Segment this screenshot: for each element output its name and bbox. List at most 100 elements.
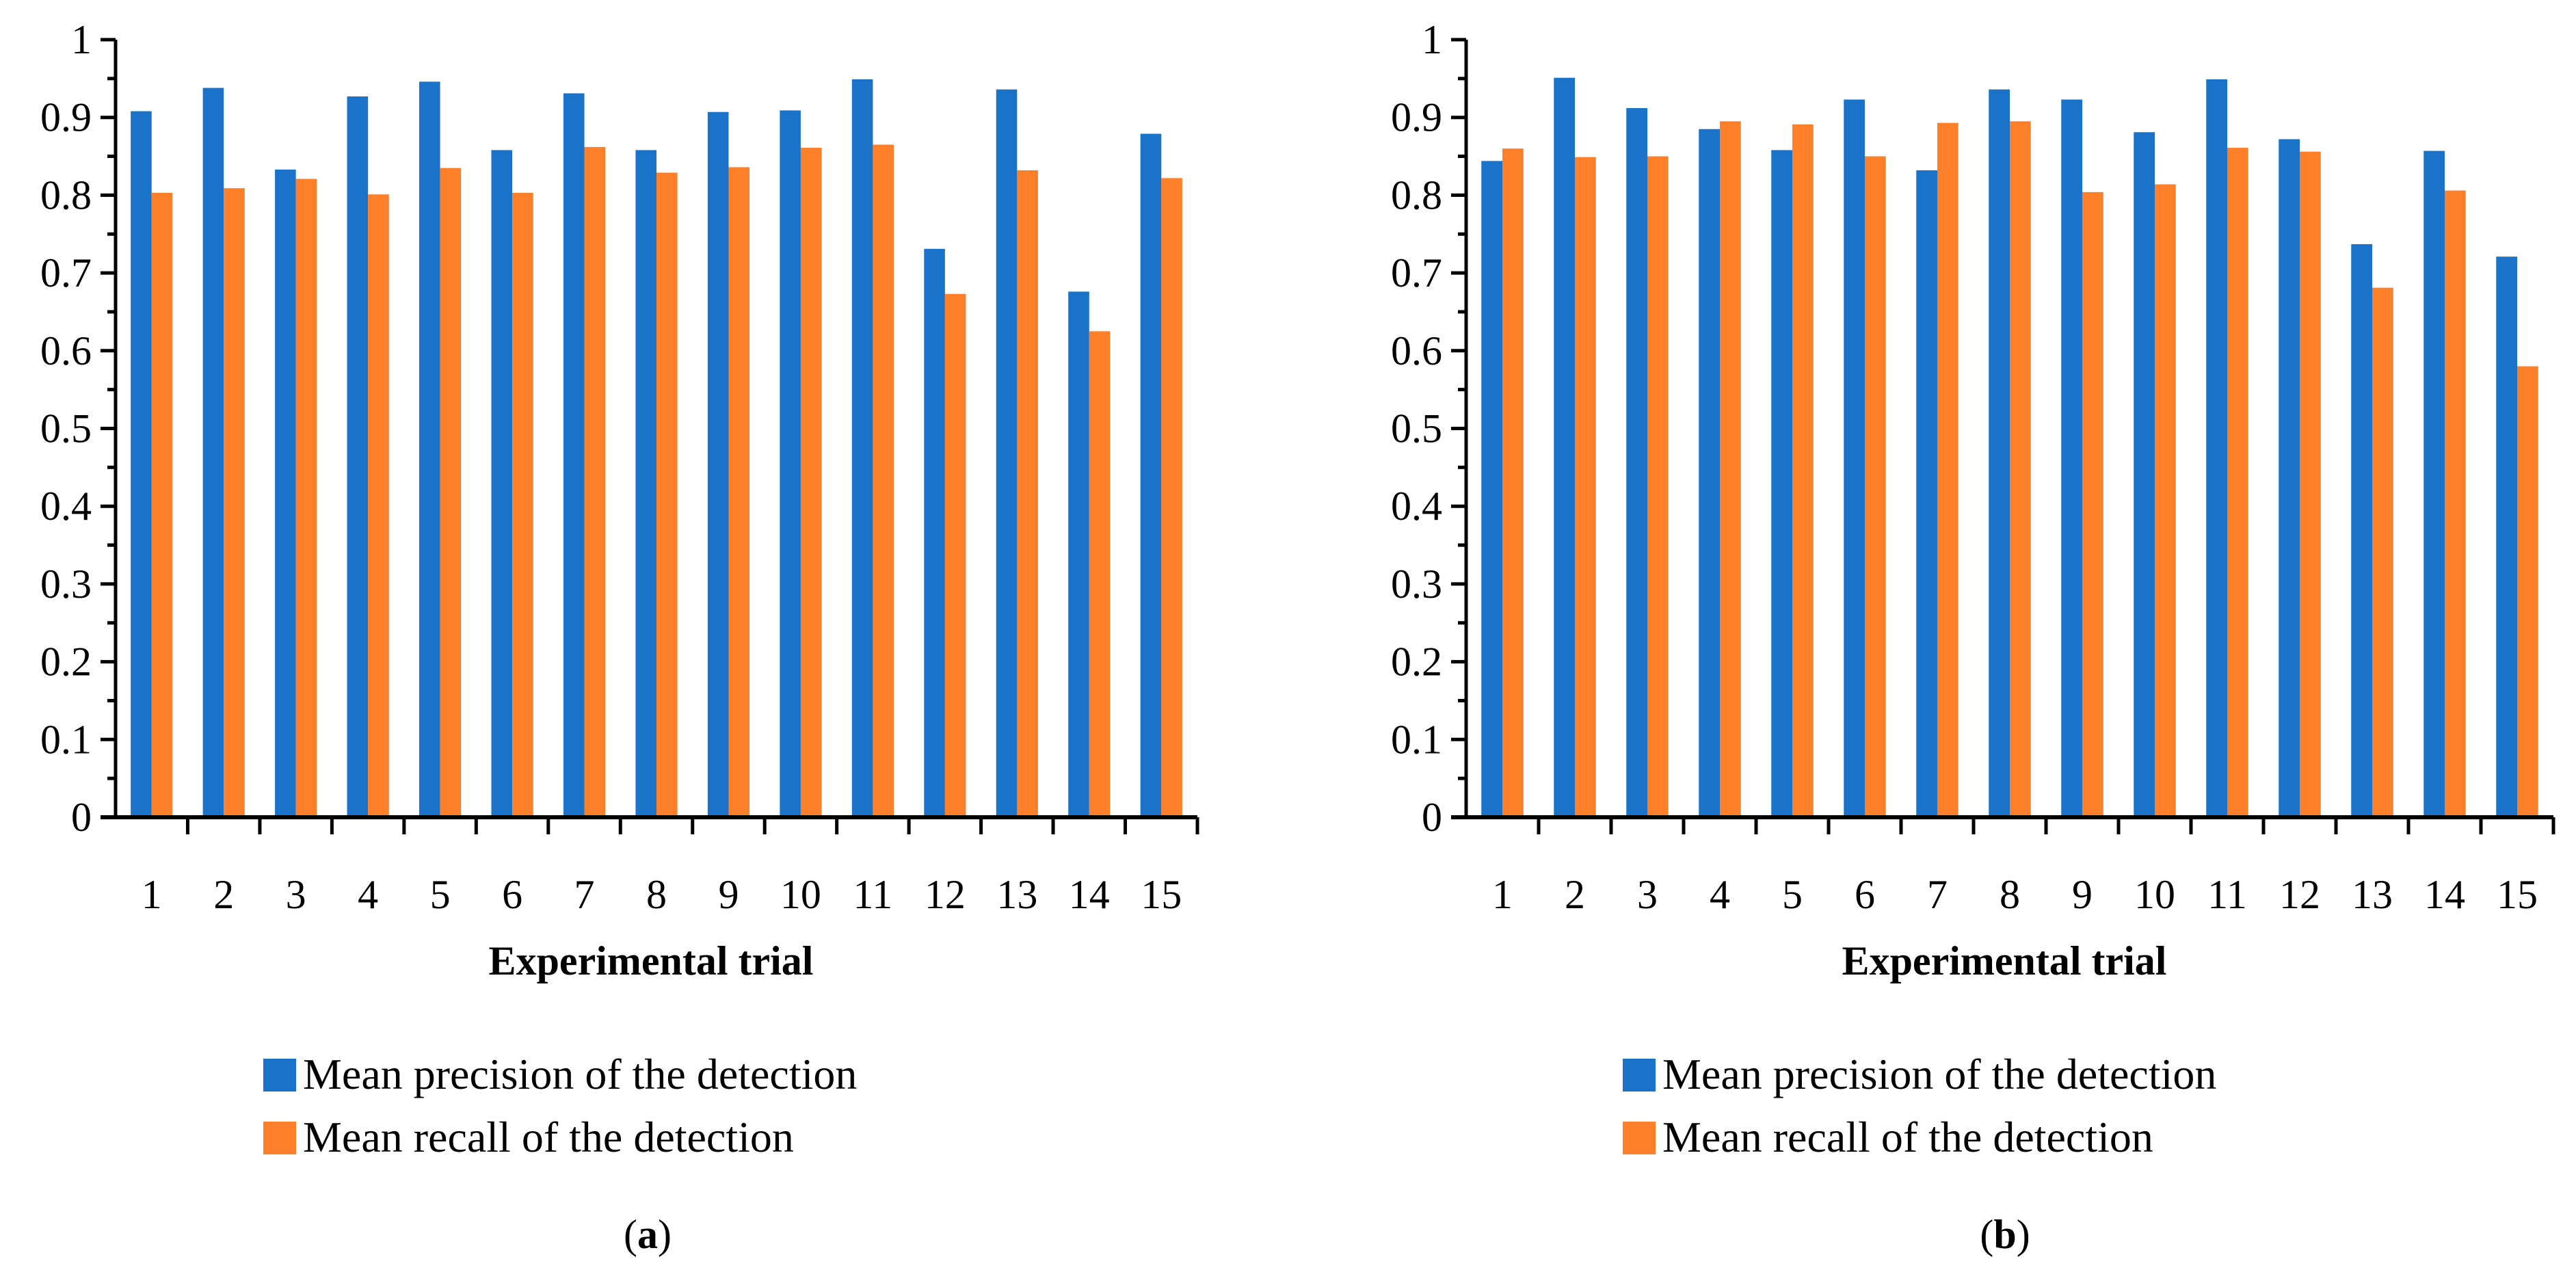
x-tick-label: 9 bbox=[2072, 872, 2093, 917]
legend-label: Mean precision of the detection bbox=[303, 1050, 857, 1098]
bar-precision bbox=[851, 79, 873, 817]
x-tick-label: 6 bbox=[1855, 872, 1875, 917]
bar-precision bbox=[1916, 170, 1937, 818]
caption-letter: a bbox=[637, 1212, 658, 1257]
bar-precision bbox=[2134, 132, 2155, 818]
bar-precision bbox=[707, 111, 729, 818]
caption-letter: b bbox=[1993, 1212, 2016, 1257]
bar-recall bbox=[944, 293, 966, 817]
bar-precision bbox=[635, 150, 656, 818]
y-tick-label: 0.1 bbox=[1391, 717, 1442, 762]
bar-recall bbox=[368, 194, 389, 817]
x-tick-label: 8 bbox=[646, 872, 667, 917]
legend-swatch-recall bbox=[263, 1122, 296, 1154]
x-tick-label: 3 bbox=[286, 872, 306, 917]
bar-recall bbox=[2155, 184, 2176, 817]
legend: Mean precision of the detection Mean reca… bbox=[1623, 1050, 2216, 1161]
chart-a: 00.10.20.30.40.50.60.70.80.911 2 3 4 5 6 7 8 9 10… bbox=[40, 17, 1199, 1257]
bar-recall bbox=[873, 144, 894, 817]
y-tick-label: 0.7 bbox=[1391, 250, 1442, 295]
y-tick-label: 0.1 bbox=[40, 717, 92, 762]
bar-recall bbox=[2517, 366, 2538, 817]
bar-recall bbox=[1161, 178, 1182, 817]
bar-precision bbox=[491, 150, 513, 818]
subfigure-caption: (a) bbox=[624, 1212, 672, 1257]
y-tick-label: 0.8 bbox=[40, 172, 92, 217]
legend-label: Mean precision of the detection bbox=[1662, 1050, 2216, 1098]
x-tick-label: 15 bbox=[2497, 872, 2538, 917]
bar-precision bbox=[131, 111, 152, 817]
bar-precision bbox=[780, 110, 801, 817]
legend-label: Mean recall of the detection bbox=[303, 1113, 794, 1161]
bar-recall bbox=[2010, 121, 2031, 817]
bar-precision bbox=[419, 81, 440, 818]
bar-recall bbox=[295, 178, 317, 817]
x-tick-label: 5 bbox=[1782, 872, 1803, 917]
y-tick-label: 0.4 bbox=[40, 484, 92, 529]
y-tick-label: 0.4 bbox=[1391, 484, 1442, 529]
bar-precision bbox=[1068, 291, 1089, 817]
legend-swatch-precision bbox=[1623, 1059, 1656, 1092]
bar-precision bbox=[924, 248, 945, 817]
x-tick-label: 8 bbox=[2000, 872, 2020, 917]
bar-recall bbox=[440, 168, 462, 818]
bar-precision bbox=[2061, 99, 2082, 818]
bar-recall bbox=[1017, 170, 1038, 818]
bar-precision bbox=[1554, 77, 1575, 817]
bar-recall bbox=[2082, 191, 2103, 817]
bar-precision bbox=[2206, 79, 2227, 817]
bar-precision bbox=[1481, 161, 1502, 817]
y-tick-label: 0 bbox=[71, 795, 92, 840]
bar-precision bbox=[1699, 129, 1720, 817]
bar-recall bbox=[1720, 121, 1741, 817]
bar-recall bbox=[1792, 124, 1814, 818]
bar-recall bbox=[728, 167, 750, 817]
bar-precision bbox=[1844, 99, 1865, 818]
x-tick-label: 12 bbox=[925, 872, 966, 917]
bar-recall bbox=[584, 146, 606, 817]
caption-paren: ( bbox=[1980, 1212, 1993, 1257]
bar-precision bbox=[275, 169, 296, 817]
x-tick-label: 14 bbox=[1069, 872, 1110, 917]
x-tick-label: 10 bbox=[2134, 872, 2175, 917]
caption-paren: ) bbox=[658, 1212, 672, 1257]
x-tick-label: 12 bbox=[2279, 872, 2320, 917]
x-tick-label: 10 bbox=[780, 872, 821, 917]
x-tick-label: 2 bbox=[213, 872, 234, 917]
x-tick-label: 4 bbox=[358, 872, 378, 917]
y-tick-label: 1 bbox=[71, 17, 92, 62]
caption-paren: ( bbox=[624, 1212, 637, 1257]
y-tick-label: 0.2 bbox=[1391, 639, 1442, 685]
bar-precision bbox=[1771, 150, 1792, 818]
y-tick-label: 1 bbox=[1422, 17, 1442, 62]
bar-precision bbox=[347, 96, 369, 818]
legend-label: Mean recall of the detection bbox=[1662, 1113, 2153, 1161]
bar-recall bbox=[512, 192, 533, 817]
x-tick-label: 11 bbox=[853, 872, 893, 917]
subfigure-caption: (b) bbox=[1980, 1212, 2030, 1257]
y-tick-label: 0.8 bbox=[1391, 172, 1442, 217]
bar-recall bbox=[1575, 157, 1596, 817]
y-tick-label: 0.6 bbox=[40, 328, 92, 373]
bar-recall bbox=[224, 188, 245, 817]
x-tick-label: 1 bbox=[1492, 872, 1513, 917]
y-tick-label: 0.3 bbox=[1391, 561, 1442, 607]
y-tick-label: 0.5 bbox=[40, 406, 92, 451]
bar-precision bbox=[2351, 244, 2372, 817]
y-tick-label: 0.5 bbox=[1391, 406, 1442, 451]
bar-precision bbox=[2496, 256, 2517, 817]
x-tick-label: 1 bbox=[142, 872, 162, 917]
legend: Mean precision of the detection Mean reca… bbox=[263, 1050, 857, 1161]
y-tick-label: 0.7 bbox=[40, 250, 92, 295]
bar-recall bbox=[800, 148, 822, 818]
x-axis-title: Experimental trial bbox=[489, 938, 814, 983]
x-tick-label: 7 bbox=[1927, 872, 1948, 917]
y-tick-label: 0 bbox=[1422, 795, 1442, 840]
x-tick-label: 3 bbox=[1637, 872, 1658, 917]
y-tick-label: 0.6 bbox=[1391, 328, 1442, 373]
x-tick-label: 13 bbox=[996, 872, 1037, 917]
x-tick-label: 11 bbox=[2207, 872, 2247, 917]
x-tick-label: 4 bbox=[1710, 872, 1730, 917]
bar-precision bbox=[1989, 89, 2010, 817]
